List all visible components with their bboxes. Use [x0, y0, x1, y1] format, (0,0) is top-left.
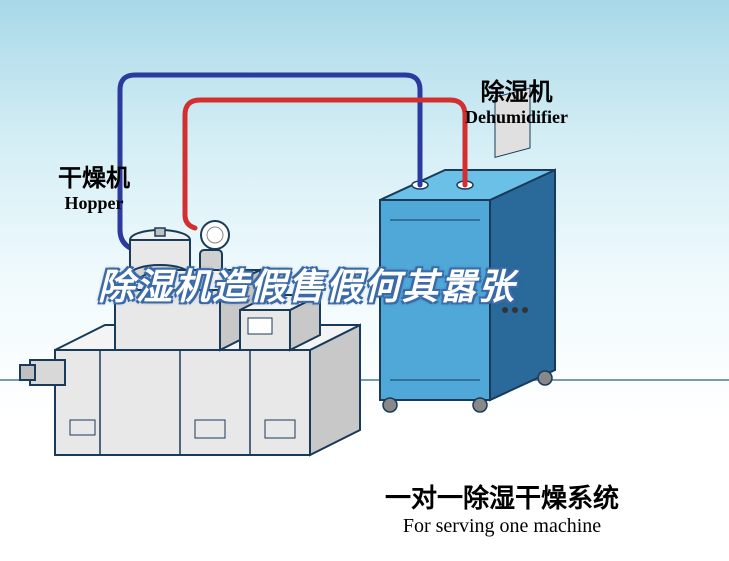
dehumidifier-label: 除湿机 Dehumidifier: [465, 72, 568, 128]
dehumidifier-label-cn: 除湿机: [465, 72, 568, 107]
system-label: 一对一除湿干燥系统 For serving one machine: [385, 478, 619, 538]
overlay-headline: 除湿机造假售假何其嚣张: [98, 258, 516, 310]
hopper-label-en: Hopper: [58, 193, 130, 214]
dehumidifier-label-en: Dehumidifier: [465, 107, 568, 128]
hopper-label-cn: 干燥机: [58, 158, 130, 193]
system-label-en: For serving one machine: [385, 515, 619, 538]
system-label-cn: 一对一除湿干燥系统: [385, 478, 619, 515]
hopper-label: 干燥机 Hopper: [58, 158, 130, 214]
